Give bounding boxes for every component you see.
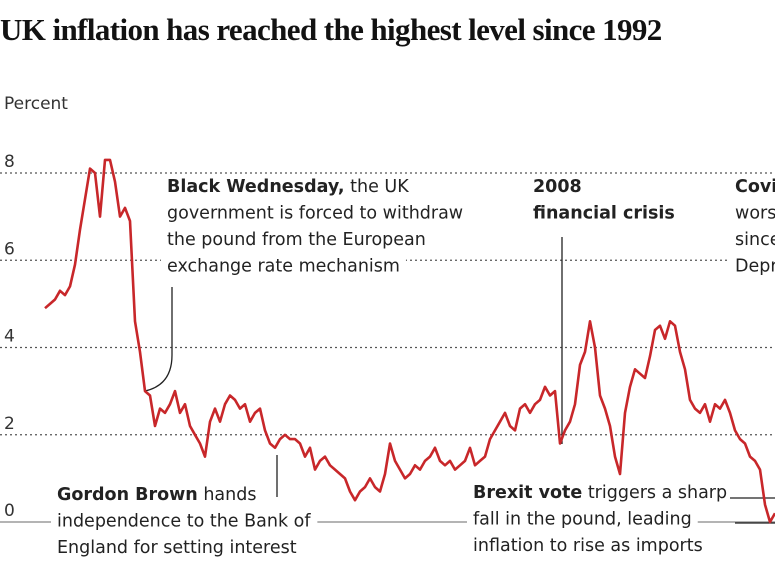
annotation: since	[735, 230, 775, 250]
annotation-span: since	[735, 230, 775, 250]
y-tick-label: 6	[4, 239, 15, 259]
annotation-bg	[161, 177, 416, 197]
annotation-bg	[467, 483, 734, 503]
annotation: exchange rate mechanism	[167, 257, 400, 277]
annotation: Covi	[735, 177, 775, 197]
annotation-bg	[729, 230, 775, 250]
annotation-span: England for setting interest	[57, 538, 297, 558]
annotation-bg	[161, 230, 432, 250]
annotation: Depr	[735, 257, 775, 277]
annotations: Black Wednesday, the UK government is for…	[51, 177, 775, 558]
annotation-bg	[161, 256, 406, 277]
annotation: financial crisis	[533, 204, 675, 224]
annotation: Brexit vote triggers a sharp	[473, 483, 727, 503]
annotation: the pound from the European	[167, 230, 426, 250]
annotation: inflation to rise as imports	[473, 536, 703, 556]
pointers	[144, 237, 775, 524]
annotation: 2008	[533, 177, 582, 197]
annotation-span: financial crisis	[533, 204, 675, 224]
annotation-span: Black Wednesday,	[167, 177, 345, 197]
chart-title: UK inflation has reached the highest lev…	[0, 12, 662, 47]
annotation-bg	[161, 203, 470, 224]
annotation-span: 2008	[533, 177, 582, 197]
annotation-bg	[51, 511, 318, 532]
plot	[44, 158, 775, 524]
y-tick-label: 0	[4, 501, 15, 521]
annotation-span: hands	[198, 485, 257, 505]
annotation-span: government is forced to withdraw	[167, 204, 463, 224]
annotation-span: inflation to rise as imports	[473, 536, 703, 556]
annotation-span: Depr	[735, 257, 775, 277]
annotation-span: Covi	[735, 177, 775, 197]
annotation-span: exchange rate mechanism	[167, 257, 400, 277]
annotation: fall in the pound, leading	[473, 510, 692, 530]
annotation: Black Wednesday, the UK	[167, 177, 409, 197]
annotation: government is forced to withdraw	[167, 204, 463, 224]
annotation-span: independence to the Bank of	[57, 512, 311, 532]
annotation-span: the pound from the European	[167, 230, 426, 250]
pointer	[144, 287, 173, 392]
data-line	[44, 158, 775, 524]
annotation: independence to the Bank of	[57, 512, 311, 532]
annotation-span: fall in the pound, leading	[473, 510, 692, 530]
annotation-bg	[51, 485, 263, 505]
y-tick-label: 8	[4, 152, 15, 172]
annotation: Gordon Brown hands	[57, 485, 256, 505]
annotation-bg	[729, 256, 775, 277]
y-tick-label: 4	[4, 327, 15, 347]
annotation-bg	[467, 536, 709, 556]
y-tick-label: 2	[4, 414, 15, 434]
annotation-bg	[527, 203, 681, 224]
annotation-span: the UK	[345, 177, 410, 197]
annotation: wors	[735, 204, 775, 224]
annotation-span: Gordon Brown	[57, 485, 198, 505]
annotation-bg	[467, 509, 698, 530]
annotation-span: wors	[735, 204, 775, 224]
annotation-bg	[729, 203, 775, 224]
annotation-bg	[729, 177, 775, 197]
annotation-bg	[527, 177, 588, 197]
y-axis-label: Percent	[4, 94, 68, 114]
annotation-span: triggers a sharp	[582, 483, 727, 503]
annotation: England for setting interest	[57, 538, 297, 558]
annotation-bg	[51, 538, 303, 558]
annotation-span: Brexit vote	[473, 483, 582, 503]
